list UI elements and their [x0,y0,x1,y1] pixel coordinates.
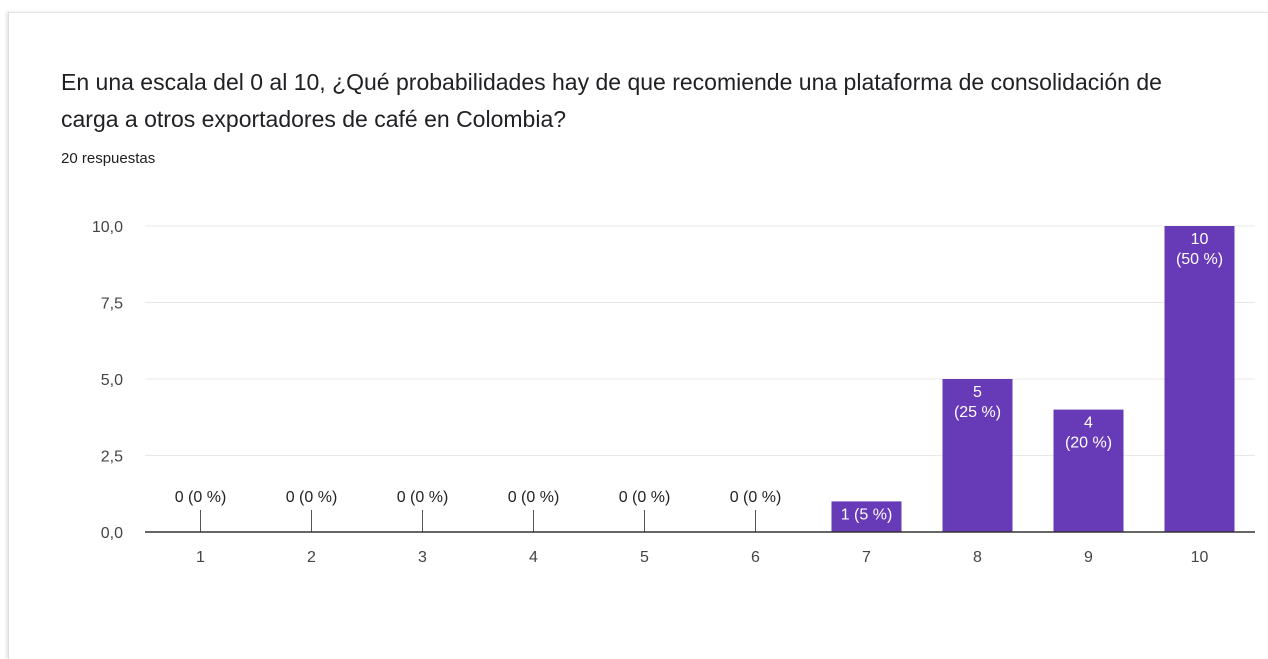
x-category-label: 6 [751,549,760,566]
data-label: 5 (25 %) [954,384,1001,421]
data-label: 0 (0 %) [175,489,227,506]
x-category-label: 3 [418,549,427,566]
x-category-label: 1 [196,549,205,566]
x-category-label: 5 [640,549,649,566]
x-category-label: 2 [307,549,316,566]
data-label: 1 (5 %) [841,506,893,523]
y-tick-label: 10,0 [92,219,123,236]
y-tick-label: 5,0 [101,372,123,389]
data-label: 4 (20 %) [1065,415,1112,452]
x-category-label: 7 [862,549,871,566]
data-label: 0 (0 %) [730,489,782,506]
bar [831,501,902,532]
question-title: En una escala del 0 al 10, ¿Qué probabil… [61,69,1162,132]
data-label: 0 (0 %) [619,489,671,506]
y-tick-label: 7,5 [101,296,123,313]
bar [942,379,1013,532]
data-label: 0 (0 %) [397,489,449,506]
bar [1053,409,1124,532]
response-card: En una escala del 0 al 10, ¿Qué probabil… [8,12,1268,659]
x-category-label: 10 [1191,549,1209,566]
data-label: 10 (50 %) [1176,231,1223,268]
bar [1164,226,1235,532]
x-category-label: 8 [973,549,982,566]
y-tick-label: 2,5 [101,449,123,466]
x-category-label: 4 [529,549,538,566]
data-label: 0 (0 %) [286,489,338,506]
response-count: 20 respuestas [61,150,156,167]
data-label: 0 (0 %) [508,489,560,506]
y-tick-label: 0,0 [101,525,123,542]
x-category-label: 9 [1084,549,1093,566]
